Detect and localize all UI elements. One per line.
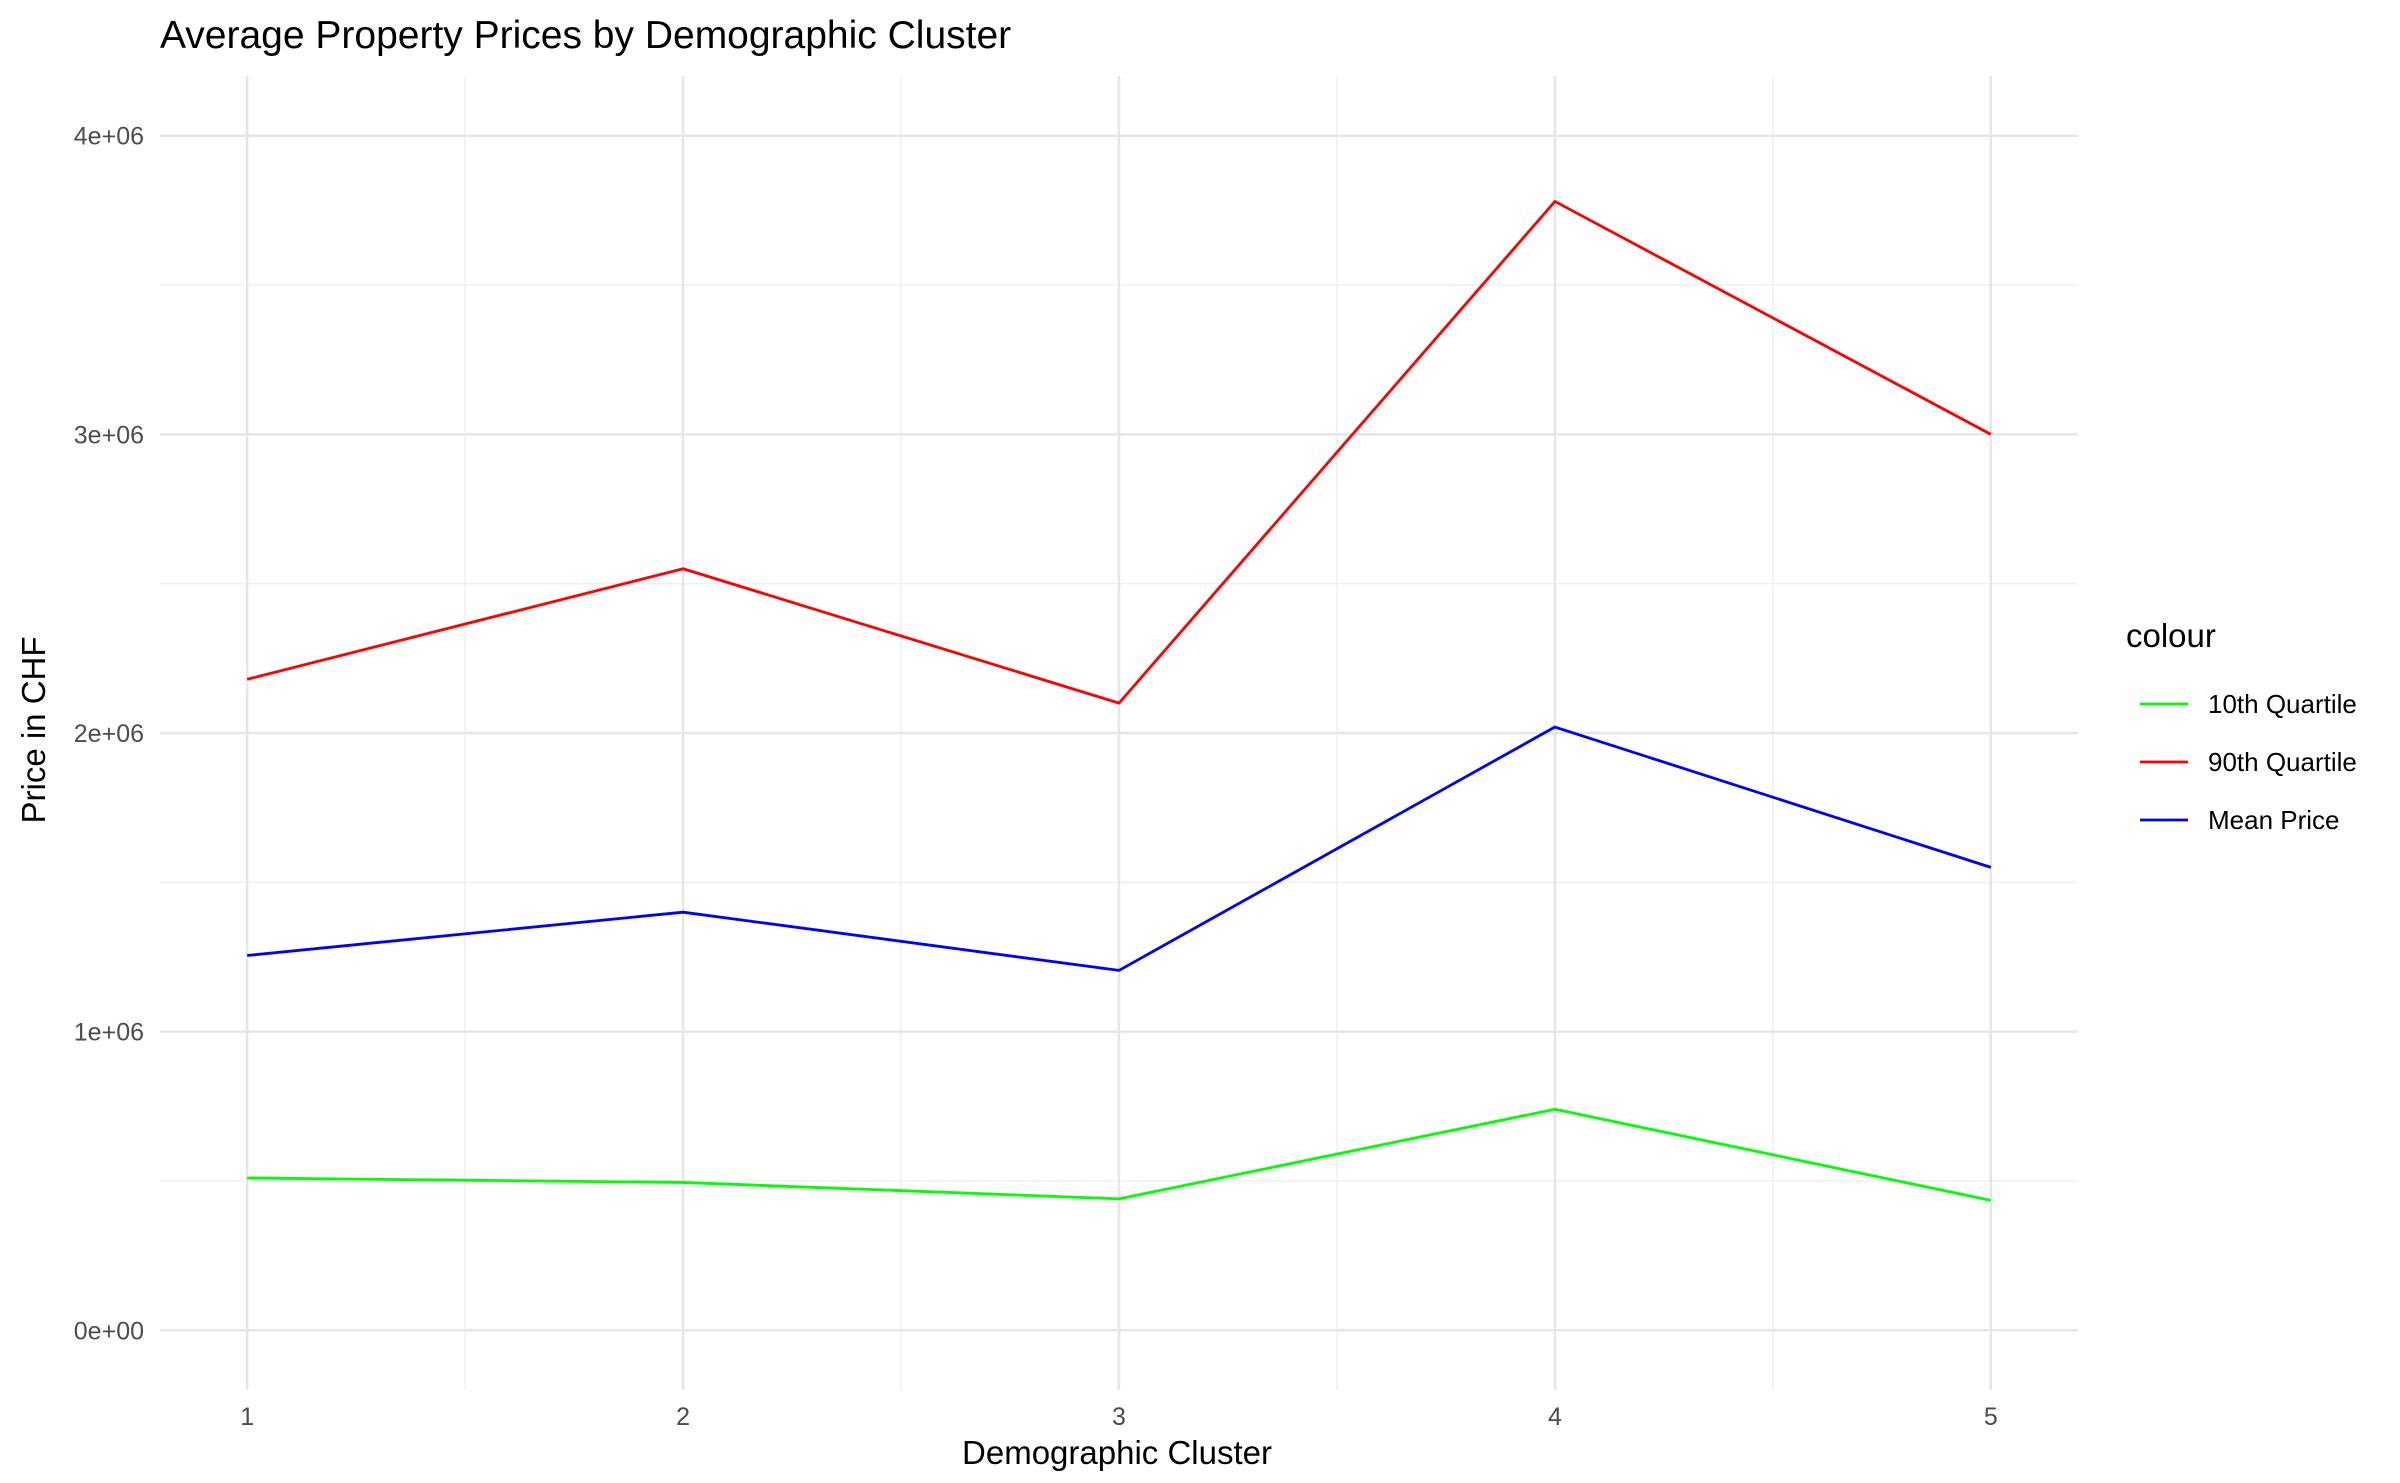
y-tick-label: 4e+06 (74, 123, 144, 151)
series-line-10th-quartile (247, 1107, 1992, 1202)
x-tick-label: 2 (676, 1403, 690, 1431)
legend: colour 10th Quartile 90th Quartile Mean Pr… (2126, 617, 2357, 835)
y-tick-label: 0e+00 (74, 1317, 144, 1345)
y-tick-label: 2e+06 (74, 720, 144, 748)
legend-item-10th-quartile: 10th Quartile (2140, 689, 2357, 719)
series-line-mean-price (247, 725, 1992, 972)
y-tick-label: 1e+06 (74, 1019, 144, 1047)
y-axis-label: Price in CHF (15, 636, 52, 823)
legend-title: colour (2126, 617, 2216, 654)
y-axis-tick-labels: 0e+00 1e+06 2e+06 3e+06 4e+06 (74, 123, 144, 1346)
legend-label-90th-quartile: 90th Quartile (2208, 747, 2357, 777)
major-gridlines (160, 76, 2078, 1390)
x-tick-label: 3 (1112, 1403, 1126, 1431)
legend-item-mean-price: Mean Price (2140, 805, 2340, 835)
chart-title: Average Property Prices by Demographic C… (160, 14, 1011, 57)
x-tick-label: 4 (1548, 1403, 1562, 1431)
legend-item-90th-quartile: 90th Quartile (2140, 747, 2357, 777)
series-line-90th-quartile (246, 200, 1992, 705)
x-axis-label: Demographic Cluster (962, 1434, 1272, 1471)
legend-label-10th-quartile: 10th Quartile (2208, 689, 2357, 719)
legend-items: 10th Quartile 90th Quartile Mean Price (2140, 689, 2357, 835)
legend-label-mean-price: Mean Price (2208, 805, 2340, 835)
x-axis-tick-labels: 1 2 3 4 5 (240, 1403, 1998, 1431)
y-tick-label: 3e+06 (74, 421, 144, 449)
series-lines (246, 200, 1992, 1202)
x-tick-label: 5 (1984, 1403, 1998, 1431)
x-tick-label: 1 (240, 1403, 254, 1431)
